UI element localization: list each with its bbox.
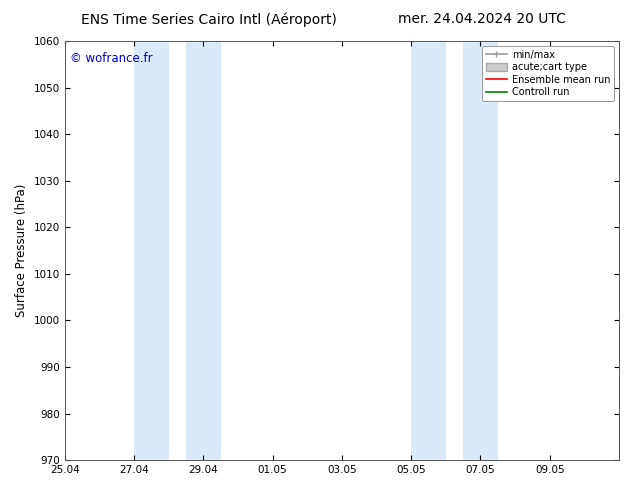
Text: mer. 24.04.2024 20 UTC: mer. 24.04.2024 20 UTC (398, 12, 566, 26)
Text: © wofrance.fr: © wofrance.fr (70, 51, 153, 65)
Bar (134, 41, 169, 460)
Legend: min/max, acute;cart type, Ensemble mean run, Controll run: min/max, acute;cart type, Ensemble mean … (482, 46, 614, 101)
Text: ENS Time Series Cairo Intl (Aéroport): ENS Time Series Cairo Intl (Aéroport) (81, 12, 337, 27)
Y-axis label: Surface Pressure (hPa): Surface Pressure (hPa) (15, 184, 28, 318)
Bar (186, 41, 221, 460)
Bar (463, 41, 498, 460)
Bar (411, 41, 446, 460)
